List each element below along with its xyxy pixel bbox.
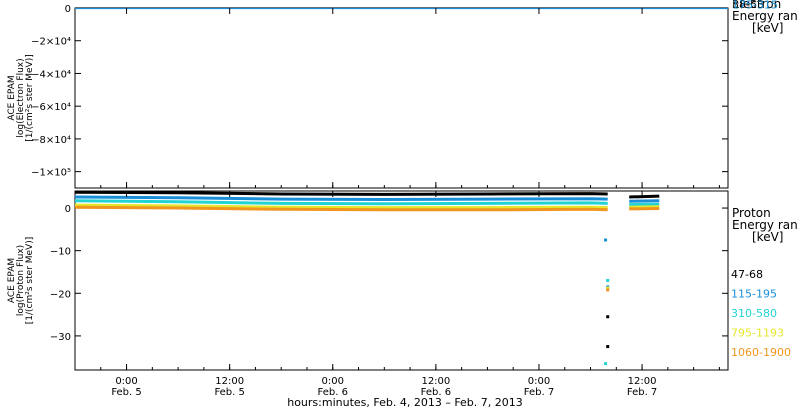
y-tick-label: −20	[50, 289, 71, 300]
x-tick-label-time: 12:00	[215, 376, 244, 387]
x-tick-label-time: 12:00	[421, 376, 450, 387]
dropout-point	[604, 362, 608, 366]
dropout-point	[606, 286, 610, 290]
x-tick-label-date: Feb. 5	[111, 387, 141, 398]
series-line	[74, 190, 608, 196]
proton-panel-frame	[74, 190, 729, 371]
legend-title: Electron	[732, 0, 781, 11]
y-tick-label: −1×10⁵	[31, 168, 71, 179]
y-axis-label-line: ACE EPAM	[7, 75, 17, 120]
legend-entry: 1060-1900	[731, 346, 791, 359]
y-axis-label: ACE EPAMlog(Proton Flux)[1/(cm²s ster Me…	[7, 237, 35, 324]
x-tick-label-time: 0:00	[115, 376, 137, 387]
y-axis-label-line: [1/(cm²s ster MeV)]	[25, 237, 35, 324]
y-tick-label: −6×10⁴	[31, 102, 71, 113]
x-tick-label-time: 12:00	[628, 376, 657, 387]
legend-title: Energy ran	[732, 218, 798, 232]
legend-entry: 115-195	[731, 288, 777, 301]
proton-flux-panel: 0 −10 −20 −30 ACE EPAMlog(Proton Flux)[1/(cm…	[7, 190, 798, 371]
x-tick-label-time: 0:00	[528, 376, 550, 387]
y-axis-label-line: ACE EPAM	[7, 258, 17, 303]
x-tick-label-date: Feb. 5	[214, 387, 244, 398]
electron-panel-frame	[74, 7, 729, 189]
x-tick-label-date: Feb. 7	[627, 387, 657, 398]
y-tick-label: −2×10⁴	[31, 37, 71, 48]
y-tick-label: −4×10⁴	[31, 69, 71, 80]
series-line	[74, 199, 608, 206]
series-line	[74, 195, 608, 202]
y-tick-label: 0	[65, 4, 71, 15]
y-axis-label-line: log(Proton Flux)	[16, 245, 26, 316]
legend-entry: 175-315	[732, 0, 778, 12]
y-tick-label: −10	[50, 247, 71, 258]
y-axis-label-line: [1/(cm²s ster MeV)]	[25, 54, 35, 141]
dropout-point	[606, 279, 610, 282]
legend-entry: 795-1193	[731, 327, 784, 340]
x-tick-label-time: 0:00	[322, 376, 344, 387]
legend-title: Proton	[732, 206, 771, 220]
legend-title: [keV]	[752, 21, 783, 35]
dropout-point	[606, 345, 610, 349]
y-axis-label-line: log(Electron Flux)	[16, 58, 26, 137]
legend-entry: 310-580	[731, 307, 777, 320]
x-tick-label-date: Feb. 6	[421, 387, 451, 398]
dropout-point	[606, 288, 610, 292]
series-line	[74, 203, 608, 210]
legend-entry: 47-68	[731, 268, 763, 281]
y-tick-label: −30	[50, 332, 71, 343]
series-line	[629, 194, 660, 199]
dropout-point	[606, 315, 610, 319]
legend-entry: 38-53	[732, 0, 764, 11]
electron-flux-panel: 0 −2×10⁴ −4×10⁴ −6×10⁴ −8×10⁴ −1×10⁵ ACE EPAMl…	[7, 0, 798, 189]
y-axis-label: ACE EPAMlog(Electron Flux)[1/(cm²s ster …	[7, 54, 35, 141]
x-axis-title: hours:minutes, Feb. 4, 2013 – Feb. 7, 20…	[287, 396, 523, 409]
x-tick-label-date: Feb. 6	[318, 387, 348, 398]
y-tick-label: 0	[65, 204, 71, 215]
legend-title: [keV]	[752, 230, 783, 244]
x-tick-label-date: Feb. 7	[524, 387, 554, 398]
series-line	[74, 205, 608, 212]
dropout-point	[604, 238, 608, 242]
legend-title: Energy ran	[732, 9, 798, 23]
y-tick-label: −8×10⁴	[31, 135, 71, 146]
